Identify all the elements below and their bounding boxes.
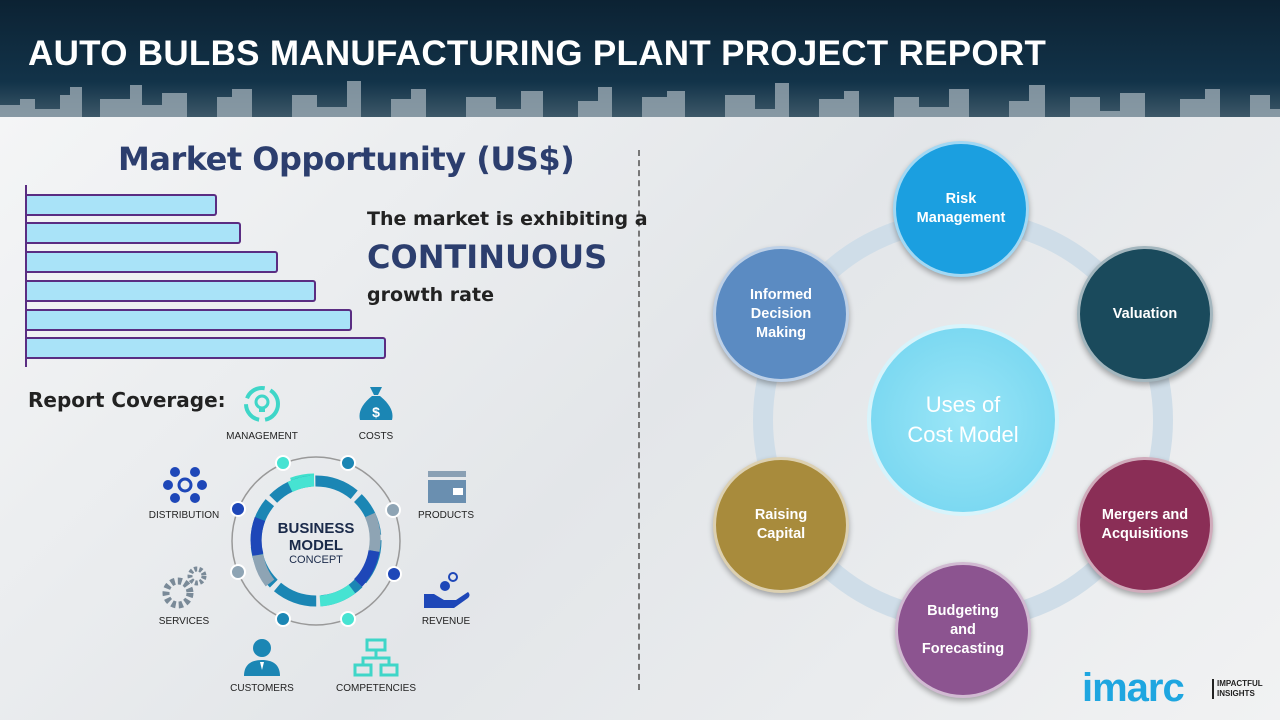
header-banner: AUTO BULBS MANUFACTURING PLANT PROJECT R… [0,0,1280,117]
coverage-label: COMPETENCIES [335,683,417,694]
money-bag-icon: $ [359,387,393,420]
node-label: Mergers and Acquisitions [1101,507,1189,542]
gears-icon [162,566,207,609]
market-opportunity-title: Market Opportunity (US$) [118,140,575,178]
bar-axis [25,185,27,367]
node-label: Risk Management [916,191,1006,226]
network-icon [163,467,207,503]
person-icon [244,639,280,676]
business-model-label: BUSINESS MODEL CONCEPT [278,520,355,566]
tagline: INSIGHTS [1217,689,1255,698]
org-chart-icon [353,638,399,677]
business-model-wheel [230,455,402,627]
growth-bar [27,337,386,359]
bm-line: CONCEPT [289,554,343,566]
uses-center-circle: Uses of Cost Model [867,324,1059,516]
coverage-label: SERVICES [158,616,210,627]
bm-line: MODEL [288,537,344,554]
node-budgeting: Budgeting and Forecasting [895,562,1031,698]
logo-tagline: IMPACTFUL INSIGHTS [1212,679,1263,699]
page-title: AUTO BULBS MANUFACTURING PLANT PROJECT R… [28,34,1047,73]
coverage-label: MANAGEMENT [226,431,298,442]
coverage-label: REVENUE [421,616,471,627]
node-informed-decision: Informed Decision Making [713,246,849,382]
growth-bar [27,194,217,216]
growth-text: growth rate [367,284,494,306]
svg-text:$: $ [372,404,380,420]
growth-bar [27,251,278,273]
tagline: IMPACTFUL [1217,679,1263,688]
node-mergers: Mergers and Acquisitions [1077,457,1213,593]
report-coverage-title: Report Coverage: [28,388,226,412]
center-line: Uses of [925,392,1001,417]
growth-bar [27,280,316,302]
growth-text: The market is exhibiting a [367,208,648,230]
imarc-logo: imarc [1082,666,1185,710]
growth-emphasis: CONTINUOUS [367,238,608,276]
node-risk-management: Risk Management [893,141,1029,277]
bm-line: BUSINESS [277,520,355,537]
growth-bar [27,222,241,244]
center-line: Cost Model [907,422,1019,447]
node-label: Informed Decision Making [749,286,813,341]
node-valuation: Valuation [1077,246,1213,382]
city-skyline-graphic [0,81,1280,117]
coverage-label: COSTS [358,431,394,442]
coverage-label: DISTRIBUTION [148,510,220,521]
coverage-label: CUSTOMERS [230,683,294,694]
node-label: Budgeting and Forecasting [921,602,1005,657]
node-label: Valuation [1112,305,1178,322]
node-label: Raising Capital [754,507,808,542]
growth-bar [27,309,352,331]
section-divider [638,150,640,690]
lightbulb-cycle-icon [244,386,280,422]
coverage-label: PRODUCTS [417,510,475,521]
node-raising-capital: Raising Capital [713,457,849,593]
hand-coins-icon [424,572,470,608]
box-icon [428,471,466,503]
